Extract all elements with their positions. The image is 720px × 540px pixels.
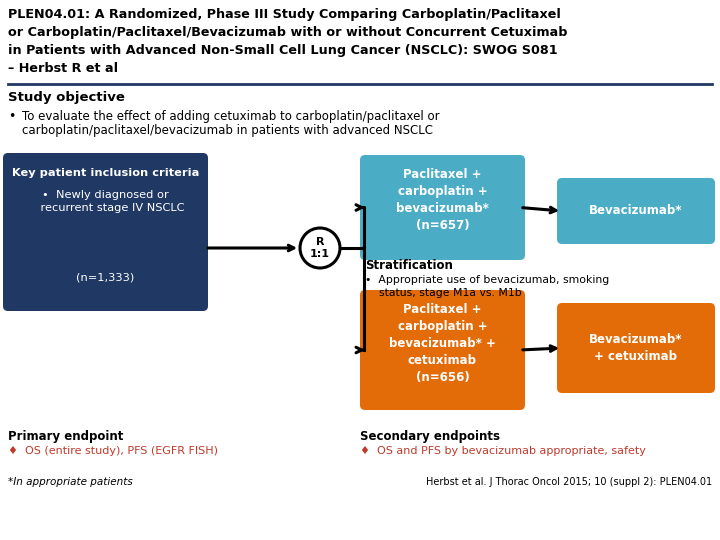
- Text: Bevacizumab*: Bevacizumab*: [589, 205, 683, 218]
- Text: or Carboplatin/Paclitaxel/Bevacizumab with or without Concurrent Cetuximab: or Carboplatin/Paclitaxel/Bevacizumab wi…: [8, 26, 567, 39]
- Text: PLEN04.01: A Randomized, Phase III Study Comparing Carboplatin/Paclitaxel: PLEN04.01: A Randomized, Phase III Study…: [8, 8, 561, 21]
- Text: (n=1,333): (n=1,333): [76, 273, 135, 283]
- Text: Bevacizumab*
+ cetuximab: Bevacizumab* + cetuximab: [589, 333, 683, 363]
- Text: Primary endpoint: Primary endpoint: [8, 430, 123, 443]
- Text: Herbst et al. J Thorac Oncol 2015; 10 (suppl 2): PLEN04.01: Herbst et al. J Thorac Oncol 2015; 10 (s…: [426, 477, 712, 487]
- Text: carboplatin/paclitaxel/bevacizumab in patients with advanced NSCLC: carboplatin/paclitaxel/bevacizumab in pa…: [22, 124, 433, 137]
- Text: Stratification: Stratification: [365, 259, 453, 272]
- FancyBboxPatch shape: [360, 155, 525, 260]
- FancyBboxPatch shape: [557, 303, 715, 393]
- Text: Paclitaxel +
carboplatin +
bevacizumab*
(n=657): Paclitaxel + carboplatin + bevacizumab* …: [396, 168, 489, 232]
- Text: *In appropriate patients: *In appropriate patients: [8, 477, 132, 487]
- Text: R
1:1: R 1:1: [310, 237, 330, 259]
- FancyBboxPatch shape: [3, 153, 208, 311]
- Text: Study objective: Study objective: [8, 91, 125, 104]
- FancyBboxPatch shape: [360, 290, 525, 410]
- Text: Key patient inclusion criteria: Key patient inclusion criteria: [12, 168, 199, 178]
- Text: Secondary endpoints: Secondary endpoints: [360, 430, 500, 443]
- Text: ♦  OS (entire study), PFS (EGFR FISH): ♦ OS (entire study), PFS (EGFR FISH): [8, 446, 218, 456]
- Text: To evaluate the effect of adding cetuximab to carboplatin/paclitaxel or: To evaluate the effect of adding cetuxim…: [22, 110, 440, 123]
- Text: ♦  OS and PFS by bevacizumab appropriate, safety: ♦ OS and PFS by bevacizumab appropriate,…: [360, 446, 646, 456]
- Circle shape: [300, 228, 340, 268]
- Text: •  Newly diagnosed or
    recurrent stage IV NSCLC: • Newly diagnosed or recurrent stage IV …: [26, 190, 185, 213]
- Text: – Herbst R et al: – Herbst R et al: [8, 62, 118, 75]
- FancyBboxPatch shape: [557, 178, 715, 244]
- Text: •: •: [8, 110, 15, 123]
- Text: •  Appropriate use of bevacizumab, smoking
    status, stage M1a vs. M1b: • Appropriate use of bevacizumab, smokin…: [365, 275, 609, 298]
- Text: Paclitaxel +
carboplatin +
bevacizumab* +
cetuximab
(n=656): Paclitaxel + carboplatin + bevacizumab* …: [389, 303, 496, 384]
- Text: in Patients with Advanced Non-Small Cell Lung Cancer (NSCLC): SWOG S081: in Patients with Advanced Non-Small Cell…: [8, 44, 557, 57]
